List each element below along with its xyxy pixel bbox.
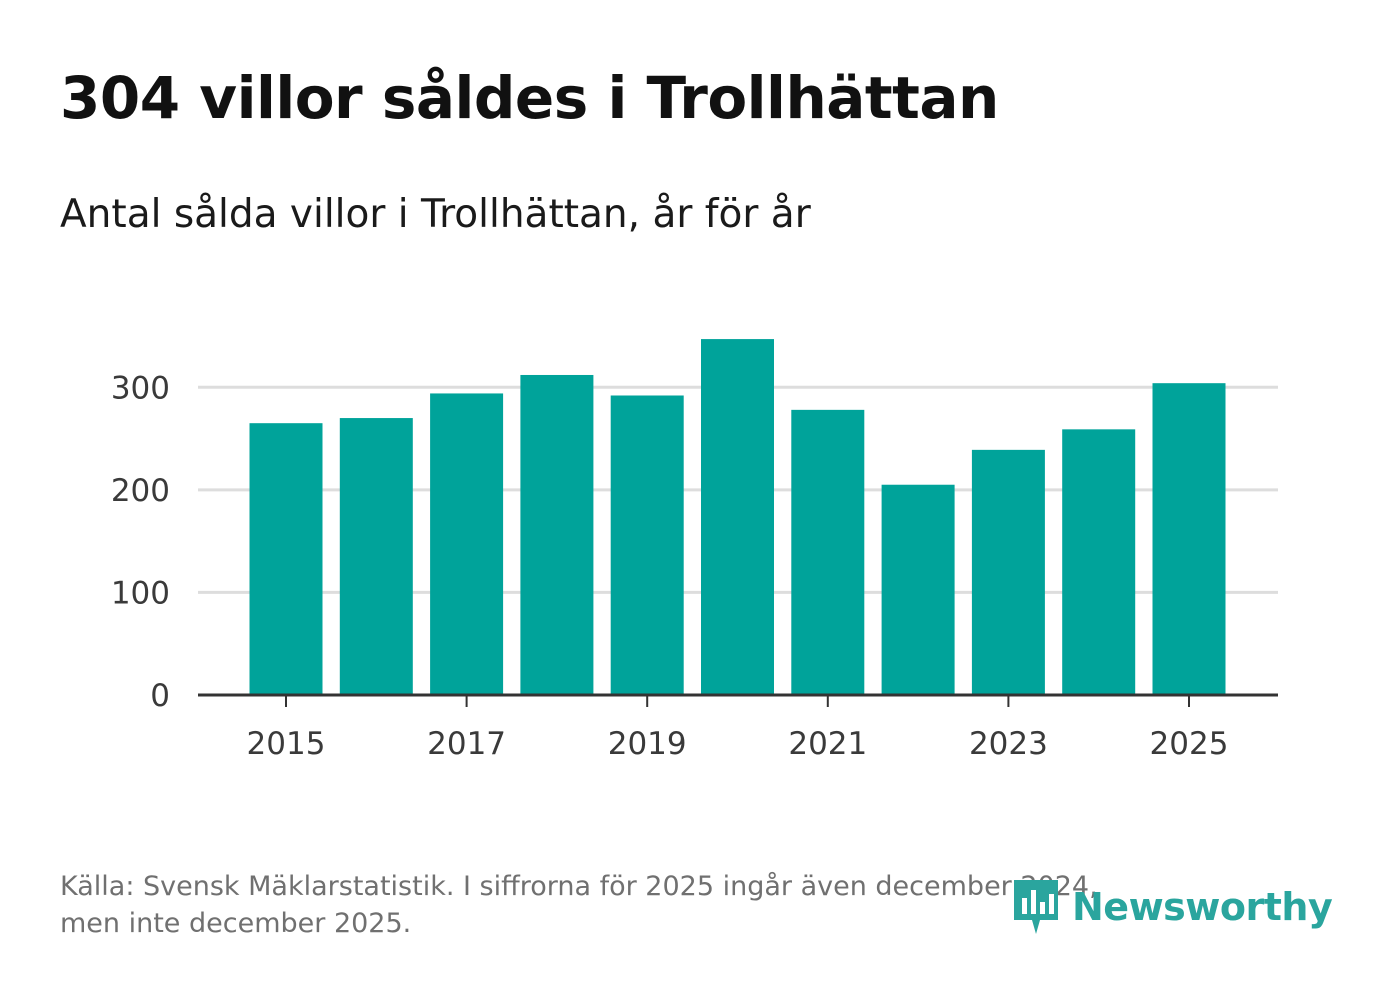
x-tick-label: 2015 [247,726,326,762]
newsworthy-logo-icon [1014,880,1058,934]
bar-2018 [520,374,594,695]
bar-2017 [430,393,504,695]
newsworthy-logo-text: Newsworthy [1072,885,1333,929]
bar-2015 [249,423,323,695]
source-note-line-1: Källa: Svensk Mäklarstatistik. I siffror… [60,871,1098,902]
x-tick-label: 2017 [427,726,506,762]
x-tick-label: 2021 [788,726,867,762]
x-tick-label: 2023 [969,726,1048,762]
y-tick-label: 200 [111,473,170,509]
bar-2024 [1062,429,1136,695]
bar-2023 [971,449,1045,695]
x-tick-label: 2019 [608,726,687,762]
source-note: Källa: Svensk Mäklarstatistik. I siffror… [60,868,1260,942]
y-tick-label: 100 [111,575,170,611]
chart-subtitle: Antal sålda villor i Trollhättan, år för… [60,192,811,237]
bar-2021 [791,409,865,695]
y-tick-label: 300 [111,370,170,406]
bar-2019 [610,395,684,695]
newsworthy-logo: Newsworthy [1010,876,1333,938]
bar-2016 [339,418,413,695]
bar-2025 [1152,383,1226,695]
tick-labels: 0 100 200 300 2015 2017 2019 2021 2023 2025 [111,370,1229,762]
bar-2022 [881,484,955,695]
x-tick-label: 2025 [1150,726,1229,762]
y-tick-label: 0 [150,678,170,714]
x-axis [198,693,1278,707]
chart-title: 304 villor såldes i Trollhättan [60,64,999,132]
bars [249,339,1226,695]
source-note-line-2: men inte december 2025. [60,908,412,939]
bar-2020 [701,339,774,695]
